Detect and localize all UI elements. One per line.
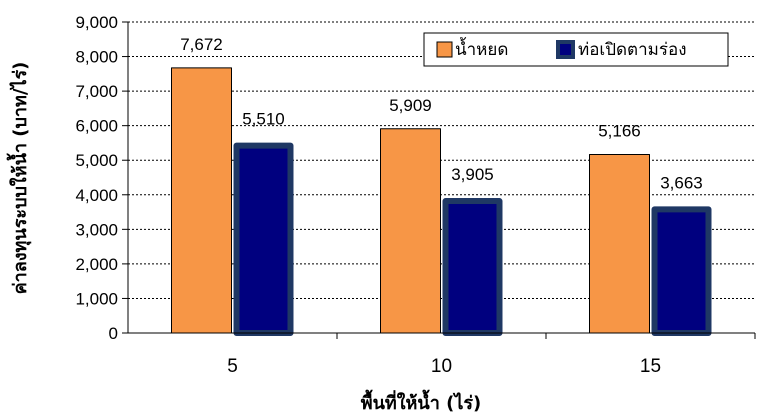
x-tick-label: 15: [640, 356, 661, 377]
x-tick-labels: 5 10 15: [227, 356, 661, 377]
x-axis-title: พื้นที่ให้น้ำ (ไร่): [361, 389, 482, 414]
data-label-drip-5: 7,672: [180, 35, 223, 54]
bar-drip-5: [171, 67, 232, 334]
data-labels: 7,672 5,510 5,909 3,905 5,166 3,663: [180, 35, 703, 193]
legend: น้ำหยด ท่อเปิดตามร่อง: [423, 32, 729, 67]
x-tick-label: 5: [227, 356, 238, 377]
bar-drip-10: [380, 128, 441, 334]
y-tick-label: 4,000: [75, 186, 118, 205]
data-label-drip-15: 5,166: [598, 121, 641, 140]
y-tick-label: 9,000: [75, 13, 118, 32]
y-tick-label: 3,000: [75, 220, 118, 239]
y-tick-label: 1,000: [75, 289, 118, 308]
bars: [171, 67, 712, 337]
data-label-furrow-15: 3,663: [660, 173, 703, 192]
legend-box: [423, 32, 729, 67]
axes: [122, 21, 756, 339]
legend-swatch-drip: [436, 41, 453, 58]
y-tick-label: 5,000: [75, 151, 118, 170]
bar-furrow-5: [233, 142, 294, 336]
y-axis-title: ค่าลงทุนระบบให้น้ำ (บาท/ไร่): [6, 62, 32, 295]
bar-furrow-15: [651, 206, 712, 337]
bar-furrow-10: [442, 198, 503, 336]
y-tick-label: 8,000: [75, 48, 118, 67]
y-tick-labels: 0 1,000 2,000 3,000 4,000 5,000 6,000 7,000 8,00…: [75, 13, 118, 343]
y-tick-label: 2,000: [75, 255, 118, 274]
y-tick-label: 7,000: [75, 82, 118, 101]
data-label-drip-10: 5,909: [389, 96, 432, 115]
y-tick-label: 0: [109, 324, 118, 343]
data-label-furrow-10: 3,905: [451, 165, 494, 184]
legend-label-furrow: ท่อเปิดตามร่อง: [578, 40, 687, 60]
data-label-furrow-5: 5,510: [242, 110, 285, 129]
bar-drip-15: [589, 153, 650, 334]
y-tick-label: 6,000: [75, 117, 118, 136]
x-tick-label: 10: [431, 356, 452, 377]
legend-swatch-furrow: [556, 40, 575, 59]
legend-label-drip: น้ำหยด: [455, 37, 508, 60]
